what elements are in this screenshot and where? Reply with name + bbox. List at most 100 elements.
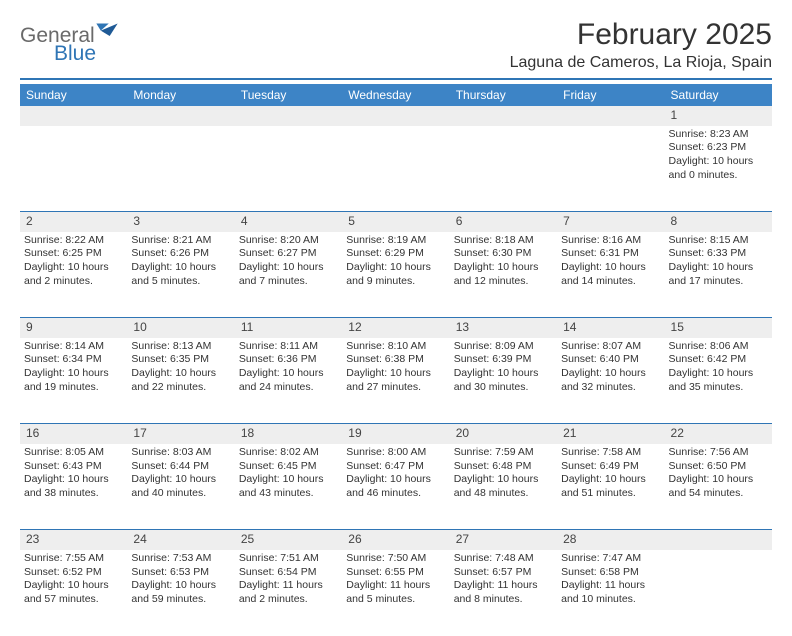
day-day2: and 59 minutes. [131, 593, 230, 607]
day-day2: and 46 minutes. [346, 487, 445, 501]
day-cell: Sunrise: 8:23 AMSunset: 6:23 PMDaylight:… [665, 126, 772, 212]
day-sunset: Sunset: 6:43 PM [24, 460, 123, 474]
day-cell [127, 126, 234, 212]
day-cell: Sunrise: 8:07 AMSunset: 6:40 PMDaylight:… [557, 338, 664, 424]
day-sunset: Sunset: 6:40 PM [561, 353, 660, 367]
day-cell: Sunrise: 8:21 AMSunset: 6:26 PMDaylight:… [127, 232, 234, 318]
day-day1: Daylight: 10 hours [561, 261, 660, 275]
day-day2: and 2 minutes. [24, 275, 123, 289]
day-number: 9 [20, 318, 127, 338]
day-number: 16 [20, 424, 127, 444]
day-day2: and 17 minutes. [669, 275, 768, 289]
day-sunrise: Sunrise: 8:11 AM [239, 340, 338, 354]
day-number [557, 106, 664, 126]
day-cell: Sunrise: 8:20 AMSunset: 6:27 PMDaylight:… [235, 232, 342, 318]
day-number: 1 [665, 106, 772, 126]
day-number: 4 [235, 212, 342, 232]
day-number [20, 106, 127, 126]
day-sunrise: Sunrise: 8:22 AM [24, 234, 123, 248]
day-number [450, 106, 557, 126]
day-day1: Daylight: 10 hours [24, 579, 123, 593]
weekday-header: Tuesday [235, 84, 342, 106]
day-number: 15 [665, 318, 772, 338]
day-day2: and 19 minutes. [24, 381, 123, 395]
day-number [665, 530, 772, 550]
day-sunrise: Sunrise: 8:19 AM [346, 234, 445, 248]
day-day1: Daylight: 10 hours [239, 261, 338, 275]
day-day2: and 5 minutes. [131, 275, 230, 289]
daynum-row: 9101112131415 [20, 318, 772, 338]
day-number: 21 [557, 424, 664, 444]
day-day1: Daylight: 10 hours [346, 261, 445, 275]
weekday-header: Wednesday [342, 84, 449, 106]
day-cell: Sunrise: 8:11 AMSunset: 6:36 PMDaylight:… [235, 338, 342, 424]
header: GeneralBlue February 2025 Laguna de Came… [20, 18, 772, 72]
day-sunset: Sunset: 6:25 PM [24, 247, 123, 261]
weekday-header: Friday [557, 84, 664, 106]
day-sunrise: Sunrise: 8:21 AM [131, 234, 230, 248]
day-day2: and 51 minutes. [561, 487, 660, 501]
week-row: Sunrise: 8:23 AMSunset: 6:23 PMDaylight:… [20, 126, 772, 212]
day-number: 17 [127, 424, 234, 444]
day-number: 28 [557, 530, 664, 550]
location-subtitle: Laguna de Cameros, La Rioja, Spain [510, 54, 772, 72]
day-cell: Sunrise: 8:02 AMSunset: 6:45 PMDaylight:… [235, 444, 342, 530]
day-day2: and 14 minutes. [561, 275, 660, 289]
day-cell [557, 126, 664, 212]
day-day1: Daylight: 10 hours [239, 473, 338, 487]
weekday-header: Saturday [665, 84, 772, 106]
day-number [127, 106, 234, 126]
daynum-row: 2345678 [20, 212, 772, 232]
day-number: 11 [235, 318, 342, 338]
day-cell: Sunrise: 8:09 AMSunset: 6:39 PMDaylight:… [450, 338, 557, 424]
week-row: Sunrise: 8:22 AMSunset: 6:25 PM Daylight:… [20, 232, 772, 318]
day-day2: and 24 minutes. [239, 381, 338, 395]
day-sunset: Sunset: 6:31 PM [561, 247, 660, 261]
day-cell: Sunrise: 8:10 AMSunset: 6:38 PMDaylight:… [342, 338, 449, 424]
day-day2: and 9 minutes. [346, 275, 445, 289]
day-day2: and 40 minutes. [131, 487, 230, 501]
calendar-table: Sunday Monday Tuesday Wednesday Thursday… [20, 84, 772, 636]
day-sunrise: Sunrise: 8:20 AM [239, 234, 338, 248]
day-sunrise: Sunrise: 7:47 AM [561, 552, 660, 566]
day-sunrise: Sunrise: 8:02 AM [239, 446, 338, 460]
day-sunrise: Sunrise: 7:58 AM [561, 446, 660, 460]
day-sunset: Sunset: 6:54 PM [239, 566, 338, 580]
day-number: 14 [557, 318, 664, 338]
day-number: 20 [450, 424, 557, 444]
day-sunrise: Sunrise: 8:05 AM [24, 446, 123, 460]
day-sunset: Sunset: 6:45 PM [239, 460, 338, 474]
day-day1: Daylight: 10 hours [669, 155, 768, 169]
day-day2: and 5 minutes. [346, 593, 445, 607]
day-day1: Daylight: 10 hours [239, 367, 338, 381]
week-row: Sunrise: 7:55 AMSunset: 6:52 PMDaylight:… [20, 550, 772, 636]
day-number: 12 [342, 318, 449, 338]
day-day1: Daylight: 11 hours [454, 579, 553, 593]
day-number: 18 [235, 424, 342, 444]
logo-text-blue: Blue [54, 42, 118, 66]
day-day1: Daylight: 10 hours [24, 367, 123, 381]
day-number: 6 [450, 212, 557, 232]
day-cell: Sunrise: 7:47 AMSunset: 6:58 PMDaylight:… [557, 550, 664, 636]
day-sunset: Sunset: 6:48 PM [454, 460, 553, 474]
day-day1: Daylight: 11 hours [561, 579, 660, 593]
day-cell [20, 126, 127, 212]
header-rule [20, 78, 772, 80]
day-sunrise: Sunrise: 8:03 AM [131, 446, 230, 460]
day-number: 22 [665, 424, 772, 444]
day-day1: Daylight: 10 hours [131, 579, 230, 593]
day-day1: Daylight: 10 hours [131, 367, 230, 381]
day-day1: Daylight: 11 hours [239, 579, 338, 593]
calendar-page: GeneralBlue February 2025 Laguna de Came… [0, 0, 792, 636]
day-sunrise: Sunrise: 8:07 AM [561, 340, 660, 354]
day-cell: Sunrise: 7:56 AMSunset: 6:50 PMDaylight:… [665, 444, 772, 530]
weekday-header-row: Sunday Monday Tuesday Wednesday Thursday… [20, 84, 772, 106]
day-number: 10 [127, 318, 234, 338]
day-day2: and 35 minutes. [669, 381, 768, 395]
day-cell: Sunrise: 8:05 AMSunset: 6:43 PMDaylight:… [20, 444, 127, 530]
day-number: 25 [235, 530, 342, 550]
week-row: Sunrise: 8:14 AMSunset: 6:34 PMDaylight:… [20, 338, 772, 424]
day-sunrise: Sunrise: 7:53 AM [131, 552, 230, 566]
day-number: 19 [342, 424, 449, 444]
day-sunset: Sunset: 6:58 PM [561, 566, 660, 580]
